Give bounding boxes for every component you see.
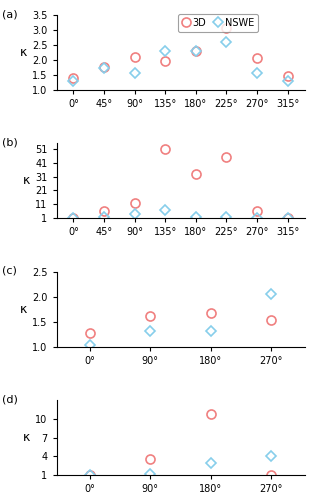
Line: NSWE: NSWE xyxy=(86,452,275,479)
NSWE xyxy=(269,452,273,458)
NSWE xyxy=(149,328,152,334)
3D xyxy=(163,146,167,152)
NSWE xyxy=(149,471,152,477)
3D xyxy=(163,58,167,64)
Line: NSWE: NSWE xyxy=(69,206,292,222)
NSWE xyxy=(133,211,137,217)
3D xyxy=(149,456,152,462)
3D xyxy=(149,312,152,318)
3D xyxy=(255,208,259,214)
NSWE xyxy=(194,214,198,220)
Line: 3D: 3D xyxy=(85,308,276,338)
NSWE xyxy=(163,48,167,54)
3D xyxy=(209,310,213,316)
3D xyxy=(225,26,228,32)
3D xyxy=(88,330,92,336)
3D xyxy=(209,411,213,417)
NSWE xyxy=(102,214,106,220)
NSWE xyxy=(88,472,92,478)
NSWE xyxy=(163,207,167,213)
NSWE xyxy=(133,70,137,75)
Text: (c): (c) xyxy=(2,266,17,276)
Line: 3D: 3D xyxy=(69,24,292,82)
3D xyxy=(286,215,290,221)
3D xyxy=(102,64,106,70)
NSWE xyxy=(225,214,228,220)
Text: (b): (b) xyxy=(2,138,18,147)
Y-axis label: κ: κ xyxy=(23,174,30,188)
NSWE xyxy=(209,460,213,466)
NSWE xyxy=(286,78,290,84)
Y-axis label: κ: κ xyxy=(23,431,30,444)
NSWE xyxy=(72,78,75,84)
Y-axis label: κ: κ xyxy=(20,302,27,316)
NSWE xyxy=(286,215,290,221)
NSWE xyxy=(102,65,106,71)
NSWE xyxy=(209,328,213,334)
3D xyxy=(133,54,137,60)
3D xyxy=(194,48,198,54)
NSWE xyxy=(88,342,92,347)
NSWE xyxy=(269,292,273,298)
Text: (a): (a) xyxy=(2,9,18,19)
Legend: 3D, NSWE: 3D, NSWE xyxy=(178,14,258,32)
3D xyxy=(88,472,92,478)
NSWE xyxy=(194,48,198,54)
3D xyxy=(72,74,75,80)
NSWE xyxy=(72,215,75,221)
3D xyxy=(286,73,290,79)
3D xyxy=(194,171,198,177)
Line: 3D: 3D xyxy=(69,144,292,222)
Line: 3D: 3D xyxy=(85,410,276,480)
3D xyxy=(72,215,75,221)
NSWE xyxy=(255,70,259,75)
NSWE xyxy=(255,215,259,221)
3D xyxy=(102,208,106,214)
Line: NSWE: NSWE xyxy=(86,290,275,348)
3D xyxy=(269,472,273,478)
3D xyxy=(269,317,273,323)
3D xyxy=(133,200,137,206)
Y-axis label: κ: κ xyxy=(20,46,27,59)
Line: NSWE: NSWE xyxy=(69,38,292,85)
Text: (d): (d) xyxy=(2,394,18,404)
NSWE xyxy=(225,39,228,45)
3D xyxy=(255,56,259,62)
3D xyxy=(225,154,228,160)
